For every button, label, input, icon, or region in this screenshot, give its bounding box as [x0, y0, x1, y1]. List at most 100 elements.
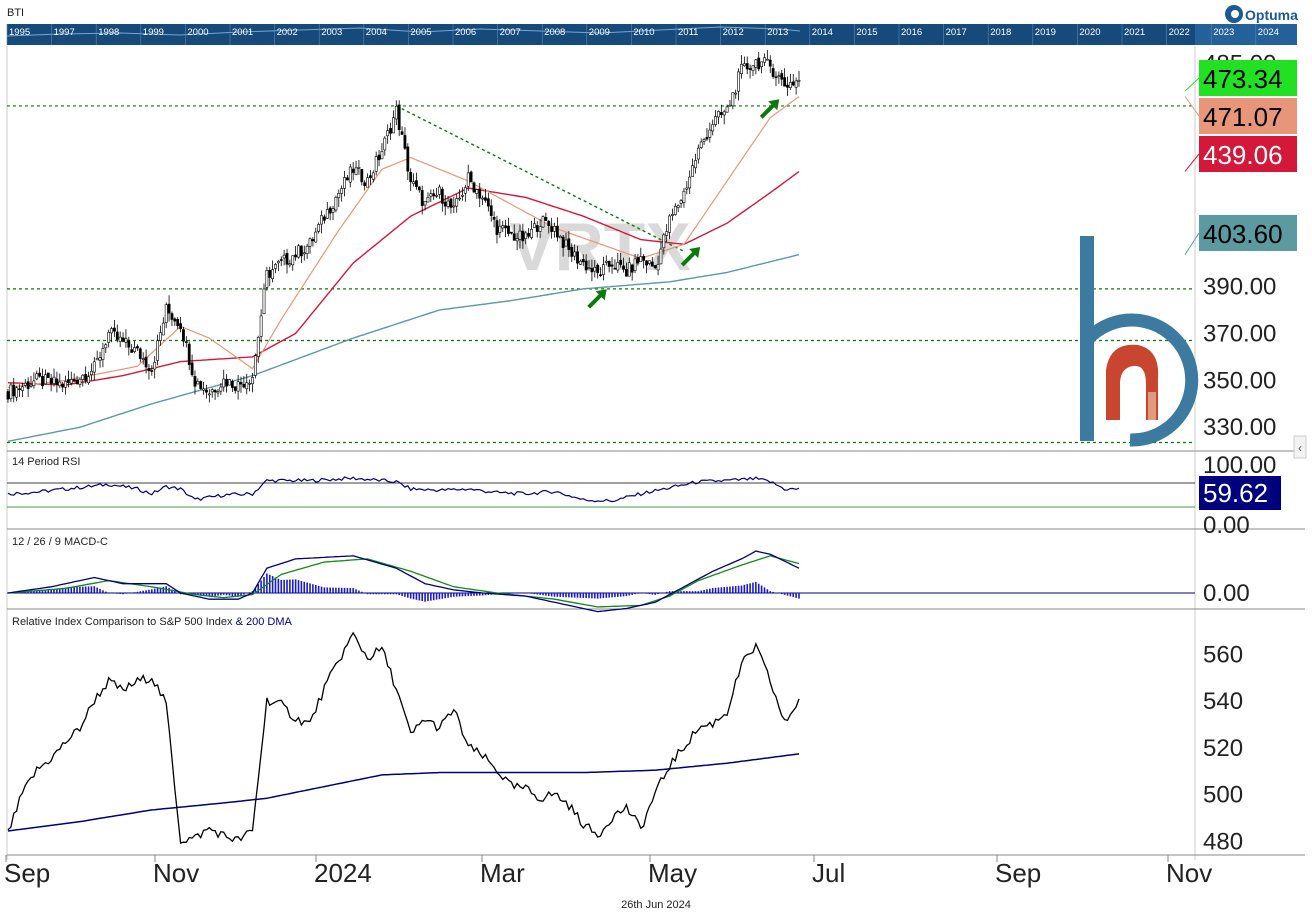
timeline-year-label[interactable]: 2021: [1124, 27, 1145, 38]
chevron-left-icon: ‹: [1298, 441, 1302, 455]
timeline-year-label[interactable]: 1995: [9, 27, 30, 38]
timeline-year-label[interactable]: 2019: [1035, 27, 1056, 38]
candle: [788, 73, 792, 91]
candle: [653, 265, 657, 270]
candle: [167, 295, 171, 322]
candle: [576, 245, 579, 270]
candle: [541, 215, 545, 229]
macd-title: 12 / 26 / 9 MACD-C: [12, 536, 108, 548]
candle: [190, 354, 194, 377]
candle: [84, 366, 88, 384]
candle: [794, 77, 798, 95]
timeline-year-label[interactable]: 2005: [410, 27, 431, 38]
relative-y-tick: 560: [1203, 641, 1243, 668]
candle: [501, 220, 505, 233]
candle: [507, 217, 510, 237]
candle: [265, 266, 269, 291]
candle: [268, 266, 272, 287]
candle: [648, 260, 651, 266]
timeline-year-label[interactable]: 2009: [589, 27, 610, 38]
candle: [636, 254, 640, 266]
candle: [737, 68, 740, 101]
candle: [9, 382, 13, 402]
price-y-tick: 350.00: [1203, 367, 1276, 394]
timeline-year-label[interactable]: 2016: [901, 27, 922, 38]
candle: [291, 255, 295, 271]
x-axis-label: Sep: [995, 858, 1041, 888]
candle: [121, 332, 125, 343]
candle: [383, 136, 387, 156]
candle: [469, 170, 473, 183]
candle: [305, 243, 309, 259]
timeline-year-label[interactable]: 2011: [678, 27, 698, 38]
timeline-year-label[interactable]: 1998: [98, 27, 119, 38]
relative-y-tick: 520: [1203, 735, 1243, 762]
timeline-year-label[interactable]: 2018: [990, 27, 1011, 38]
candle: [164, 302, 168, 329]
collapse-panel-button[interactable]: ‹: [1293, 435, 1307, 459]
candle: [435, 188, 438, 199]
x-axis-label: Nov: [1166, 858, 1212, 888]
timeline-year-label[interactable]: 2006: [455, 27, 476, 38]
timeline-year-label[interactable]: 2015: [856, 27, 877, 38]
timeline-year-label[interactable]: 2024: [1258, 27, 1279, 38]
candle: [348, 163, 352, 188]
price-y-tick: 370.00: [1203, 320, 1276, 347]
timeline-year-label[interactable]: 2003: [321, 27, 342, 38]
ma-slow-line: [7, 253, 800, 442]
candle: [495, 215, 499, 244]
candle: [225, 374, 229, 393]
timeline-year-label[interactable]: 2007: [500, 27, 521, 38]
candle: [279, 256, 283, 267]
candle: [717, 110, 720, 125]
candle: [95, 350, 99, 361]
candle: [590, 259, 594, 282]
candle: [668, 214, 671, 240]
candle: [527, 228, 531, 239]
candle: [633, 254, 637, 274]
candle: [682, 187, 686, 208]
timeline-year-label[interactable]: 2014: [812, 27, 833, 38]
candle: [52, 368, 56, 387]
candle: [426, 192, 430, 203]
candle: [783, 68, 787, 87]
timeline-year-label[interactable]: 2022: [1169, 27, 1190, 38]
candle: [472, 181, 476, 193]
candle: [763, 53, 766, 67]
candle: [205, 384, 208, 399]
macd-y-tick: 0.00: [1203, 580, 1250, 607]
timeline-year-label[interactable]: 1997: [54, 27, 75, 38]
candle: [32, 372, 36, 389]
candle: [797, 70, 801, 87]
candle: [777, 71, 781, 84]
candle: [64, 375, 67, 395]
candle: [728, 100, 732, 107]
signal-arrow: [587, 289, 607, 309]
timeline-year-label[interactable]: 2010: [633, 27, 654, 38]
timeline-year-label[interactable]: 2020: [1079, 27, 1100, 38]
timeline-year-label[interactable]: 1999: [143, 27, 164, 38]
candle: [754, 58, 758, 75]
timeline-year-label[interactable]: 2000: [187, 27, 208, 38]
candle: [760, 61, 764, 74]
timeline-year-label[interactable]: 2002: [277, 27, 298, 38]
timeline-year-label[interactable]: 2017: [946, 27, 967, 38]
timeline-year-label[interactable]: 2004: [366, 27, 387, 38]
candle: [518, 224, 522, 249]
candle: [69, 371, 73, 386]
candle: [742, 56, 746, 67]
timeline-year-label[interactable]: 2008: [544, 27, 565, 38]
candle: [55, 371, 59, 393]
timeline-selection[interactable]: [1195, 24, 1297, 45]
candle: [607, 260, 611, 273]
timeline-year-label[interactable]: 2012: [723, 27, 744, 38]
rsi-y-tick: 0.00: [1203, 512, 1250, 539]
candle: [610, 257, 614, 274]
timeline-year-label[interactable]: 2001: [232, 27, 253, 38]
candle: [564, 232, 568, 247]
candle: [276, 259, 280, 272]
relative-line: [7, 631, 800, 844]
timeline-year-label[interactable]: 2013: [767, 27, 788, 38]
candle: [740, 55, 743, 79]
timeline-year-label[interactable]: 2023: [1213, 27, 1234, 38]
